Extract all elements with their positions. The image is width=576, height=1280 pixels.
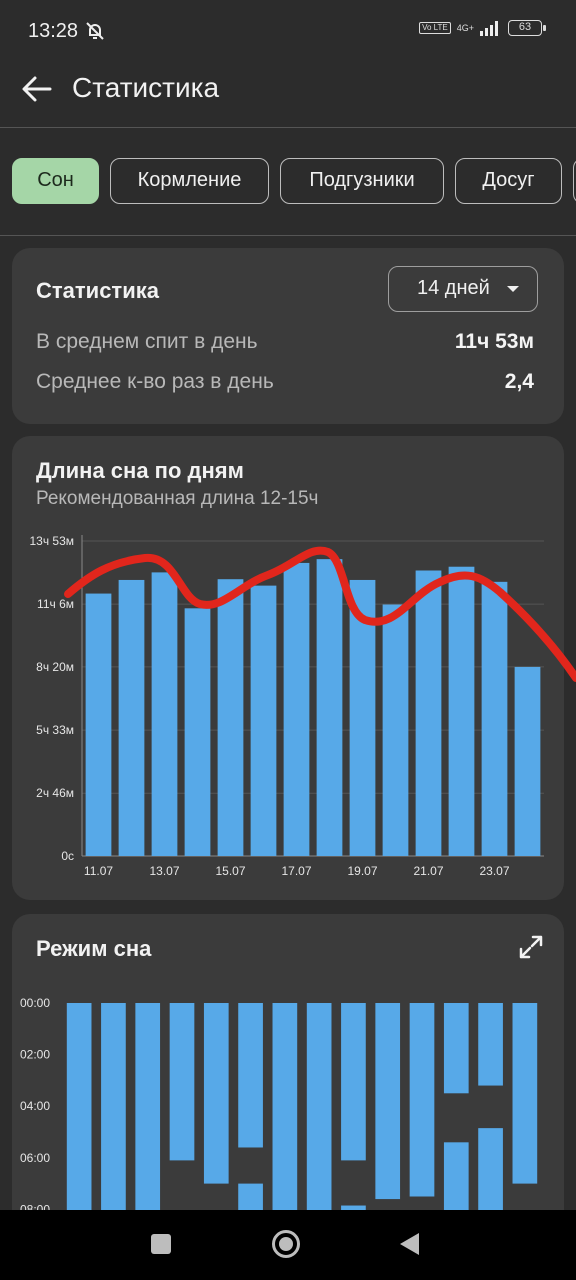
period-dropdown-value: 14 дней [417, 277, 490, 299]
sleep-segment [478, 1003, 503, 1086]
x-tick-label: 17.07 [281, 864, 311, 878]
bar-23.07 [481, 581, 508, 856]
stats-card: Статистика 14 дней В среднем спит в день… [12, 248, 564, 424]
sleep-length-subtitle: Рекомендованная длина 12-15ч [36, 488, 319, 509]
y-tick-label: 13ч 53м [29, 534, 74, 548]
stats-card-title: Статистика [36, 278, 159, 303]
x-tick-label: 13.07 [149, 864, 179, 878]
page-title: Статистика [72, 72, 220, 103]
battery-icon: 63 [508, 20, 546, 36]
sleep-segment [512, 1003, 538, 1184]
circle-home-icon[interactable] [272, 1230, 300, 1258]
sleep-segment [169, 1003, 195, 1161]
bar-19.07 [349, 579, 376, 856]
status-indicators: Vo LTE 4G+ 63 [419, 20, 546, 36]
tab-diapers[interactable]: Подгузники [280, 158, 444, 204]
sleep-segment [341, 1003, 366, 1161]
bar-11.07 [85, 593, 112, 856]
sleep-length-title: Длина сна по дням [36, 458, 244, 483]
volte-badge: Vo LTE [419, 22, 451, 34]
app-bar: Статистика [0, 62, 576, 128]
sleep-segment [443, 1003, 469, 1094]
period-dropdown[interactable]: 14 дней [388, 266, 538, 312]
category-tabs: Сон Кормление Подгузники Досуг [0, 128, 576, 236]
sleep-segment [478, 1128, 503, 1215]
avg-sleep-value: 11ч 53м [454, 330, 534, 353]
y-tick-label: 8ч 20м [36, 660, 74, 674]
y-tick-label: 04:00 [20, 1099, 50, 1113]
bar-15.07 [217, 579, 244, 856]
sleep-segment [135, 1003, 161, 1215]
bar-16.07 [250, 585, 277, 856]
sleep-segment [272, 1003, 298, 1215]
avg-sleep-label: В среднем спит в день [36, 330, 258, 353]
status-time: 13:28 [28, 20, 79, 42]
bar-22.07 [448, 566, 475, 856]
sleep-segment [238, 1183, 263, 1215]
status-bar: 13:28 Vo LTE 4G+ 63 [0, 0, 576, 62]
sleep-length-chart: 13ч 53м 11ч 6м 8ч 20м 5ч 33м 2ч 46м 0с 11.07 13… [29, 534, 544, 878]
bar-20.07 [382, 604, 409, 856]
tab-feeding[interactable]: Кормление [110, 158, 269, 204]
sleep-segment [238, 1003, 263, 1148]
x-tick-label: 21.07 [413, 864, 443, 878]
sleep-length-card: Длина сна по дням Рекомендованная длина … [12, 436, 564, 900]
arrow-left-icon[interactable] [20, 72, 54, 106]
expand-icon[interactable] [518, 934, 544, 960]
y-tick-label: 5ч 33м [36, 723, 74, 737]
x-tick-label: 15.07 [215, 864, 245, 878]
tab-leisure[interactable]: Досуг [455, 158, 562, 204]
y-tick-label: 0с [61, 849, 74, 863]
y-tick-label: 06:00 [20, 1151, 50, 1165]
sleep-segment [375, 1003, 401, 1200]
x-tick-label: 11.07 [84, 864, 113, 878]
network-type: 4G+ [456, 22, 474, 33]
bar-13.07 [151, 572, 178, 856]
square-icon[interactable] [151, 1234, 171, 1254]
sleep-segment [101, 1003, 126, 1215]
bar-17.07 [283, 562, 310, 856]
sleep-segment [443, 1142, 469, 1215]
signal-icon [480, 21, 498, 36]
y-tick-label: 2ч 46м [36, 786, 74, 800]
bar-24.07 [514, 666, 541, 856]
y-tick-label: 02:00 [20, 1048, 50, 1062]
triangle-back-icon[interactable] [400, 1233, 419, 1255]
y-tick-label: 00:00 [20, 996, 50, 1010]
sleep-segment [409, 1003, 435, 1197]
avg-count-label: Среднее к-во раз в день [36, 370, 274, 393]
bar-14.07 [184, 608, 211, 856]
x-tick-label: 19.07 [347, 864, 377, 878]
system-nav-bar [0, 1210, 576, 1280]
sleep-mode-title: Режим сна [36, 936, 152, 961]
bar-12.07 [118, 579, 145, 856]
sleep-segment [306, 1003, 332, 1215]
bar-18.07 [316, 559, 343, 856]
y-tick-label: 11ч 6м [37, 597, 74, 611]
sleep-segment [203, 1003, 229, 1184]
x-tick-label: 23.07 [479, 864, 509, 878]
caret-down-icon [507, 286, 519, 292]
bell-muted-icon [86, 22, 104, 40]
avg-count-value: 2,4 [504, 370, 534, 393]
tab-sleep[interactable]: Сон [12, 158, 99, 204]
bar-21.07 [415, 570, 442, 856]
sleep-segment [66, 1003, 92, 1215]
